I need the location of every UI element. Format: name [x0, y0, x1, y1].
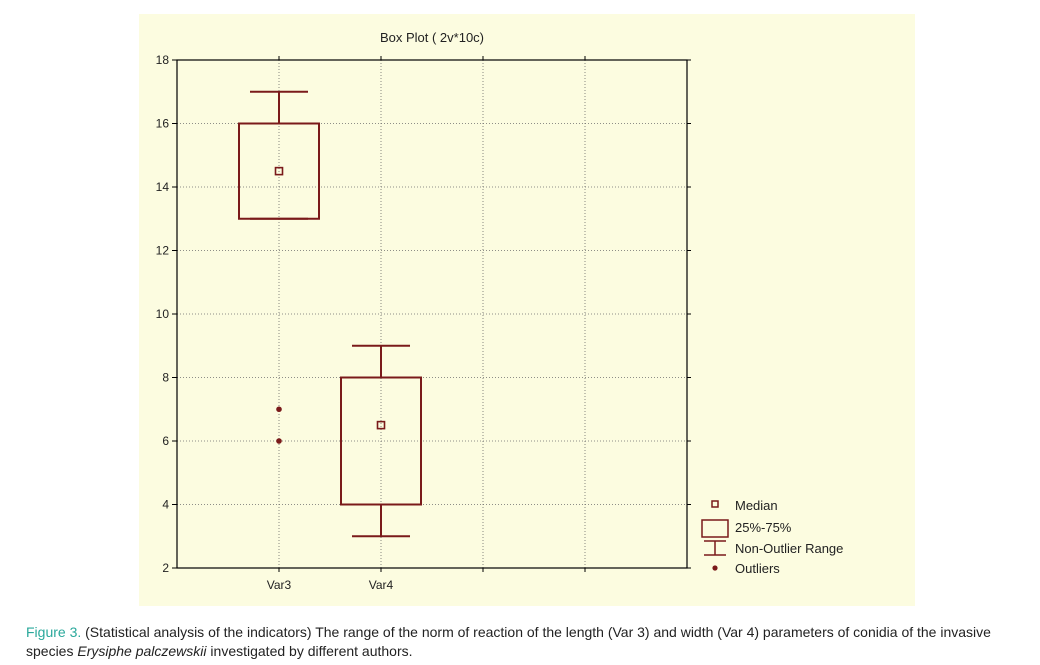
legend-outlier-icon	[712, 565, 718, 571]
caption-text-1: (Statistical analysis of the indicators)…	[26, 624, 991, 659]
boxes	[238, 90, 422, 538]
chart-title: Box Plot ( 2v*10c)	[380, 30, 484, 45]
y-axis: 2 4 6 8 10 12 14 16 18	[156, 53, 691, 575]
y-tick-label: 6	[162, 434, 169, 448]
legend-box-icon	[701, 519, 729, 538]
y-tick-label: 14	[156, 180, 170, 194]
species-name: Erysiphe palczewskii	[77, 643, 207, 659]
legend-range-icon	[704, 540, 726, 556]
x-tick-label: Var3	[267, 578, 292, 592]
y-tick-label: 8	[162, 371, 169, 385]
y-tick-label: 18	[156, 53, 170, 67]
y-tick-label: 10	[156, 307, 170, 321]
y-tick-label: 16	[156, 117, 170, 131]
median-marker	[274, 166, 284, 176]
x-tick-label: Var4	[369, 578, 394, 592]
box-var3	[238, 90, 320, 444]
legend-range-label: Non-Outlier Range	[735, 541, 843, 556]
legend-box-label: 25%-75%	[735, 520, 792, 535]
figure-label: Figure 3.	[26, 624, 82, 640]
legend-median-label: Median	[735, 498, 778, 513]
x-axis: Var3 Var4	[267, 56, 586, 592]
box-var4	[340, 344, 422, 538]
y-tick-label: 12	[156, 244, 170, 258]
legend: Median 25%-75% Non-Outlier Range Outlier…	[701, 498, 843, 576]
legend-outlier-label: Outliers	[735, 561, 780, 576]
outlier-point	[276, 438, 282, 444]
legend-median-icon	[711, 500, 719, 508]
grid-lines	[177, 60, 687, 568]
y-tick-label: 2	[162, 561, 169, 575]
figure-caption: Figure 3. (Statistical analysis of the i…	[26, 623, 1031, 661]
caption-text-2: investigated by different authors.	[206, 643, 413, 659]
median-marker	[376, 420, 386, 430]
box-iqr	[238, 122, 320, 220]
y-tick-label: 4	[162, 498, 169, 512]
box-iqr	[340, 376, 422, 506]
outlier-point	[276, 406, 282, 413]
chart-panel: Box Plot ( 2v*10c) 2 4 6 8 10 12 14 16 18 Var3 Va…	[139, 14, 915, 606]
